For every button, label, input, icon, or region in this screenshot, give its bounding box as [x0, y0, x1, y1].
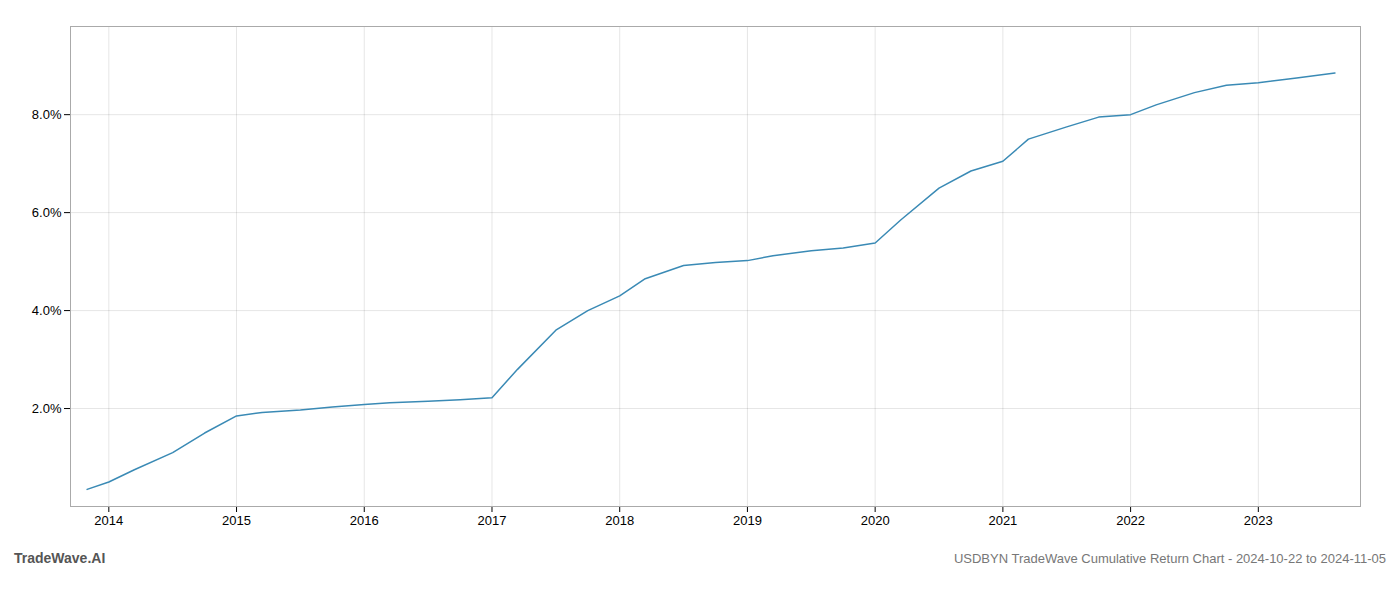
svg-text:4.0%: 4.0% [32, 303, 62, 318]
html-text:USDBYN TradeWave Cumulative Re: USDBYN TradeWave Cumulative Return Chart… [953, 551, 1386, 566]
svg-text:2015: 2015 [222, 513, 251, 528]
svg-text:2014: 2014 [94, 513, 123, 528]
html-text:TradeWave.AI: TradeWave.AI [14, 550, 106, 566]
svg-text:2.0%: 2.0% [32, 401, 62, 416]
svg-text:2021: 2021 [988, 513, 1017, 528]
svg-text:2023: 2023 [1244, 513, 1273, 528]
svg-text:2022: 2022 [1116, 513, 1145, 528]
svg-text:2017: 2017 [478, 513, 507, 528]
svg-text:2018: 2018 [605, 513, 634, 528]
svg-text:6.0%: 6.0% [32, 205, 62, 220]
svg-text:2016: 2016 [350, 513, 379, 528]
svg-text:8.0%: 8.0% [32, 107, 62, 122]
svg-text:2019: 2019 [733, 513, 762, 528]
svg-text:2020: 2020 [861, 513, 890, 528]
